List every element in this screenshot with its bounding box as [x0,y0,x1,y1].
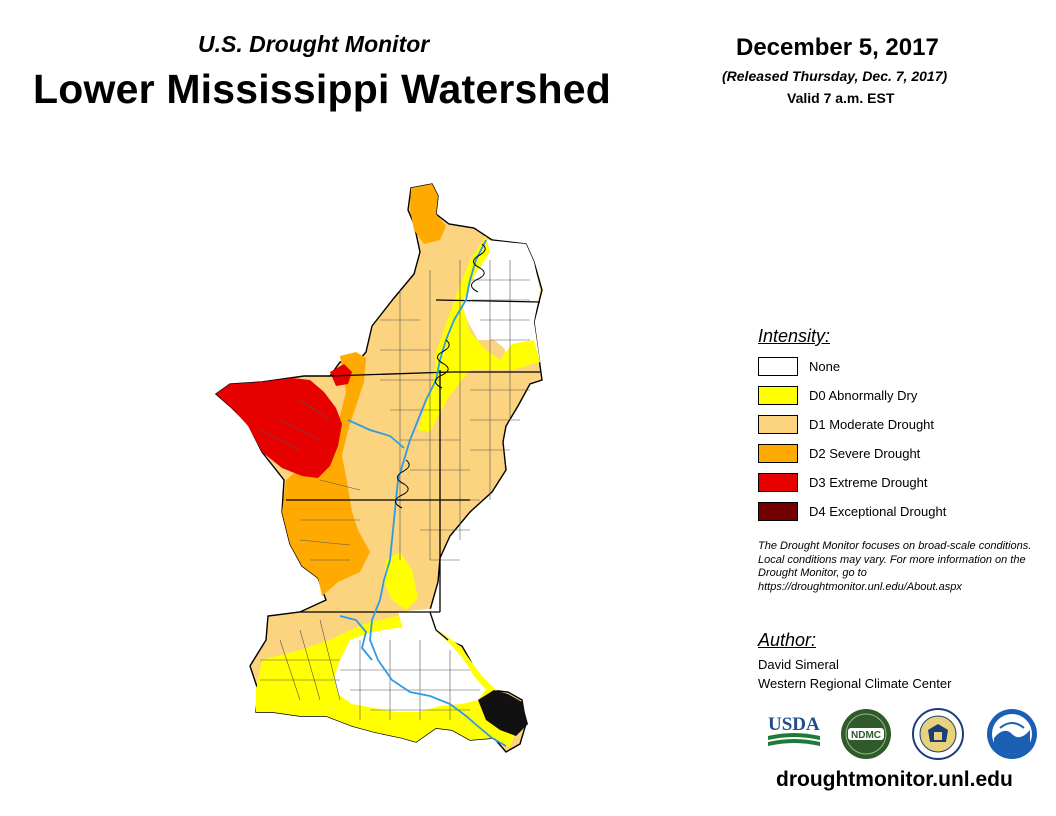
rivers [339,239,507,747]
none-south-east [398,608,444,634]
legend-label: D2 Severe Drought [809,445,921,461]
map-title: Lower Mississippi Watershed [33,66,612,112]
legend-label: D0 Abnormally Dry [809,387,918,403]
map-date: December 5, 2017 [736,34,939,61]
map-subtitle: U.S. Drought Monitor [198,31,430,57]
disclaimer-note: The Drought Monitor focuses on broad-sca… [758,540,1032,593]
legend-swatch [758,443,798,463]
usda-logo-text: USDA [768,714,820,735]
legend-label: None [809,358,841,374]
legend-item-d1: D1 Moderate Drought [758,413,934,435]
noaa-logo [987,709,1037,759]
coastal-marsh [478,690,528,736]
legend-item-d0: D0 Abnormally Dry [758,384,917,406]
release-date: (Released Thursday, Dec. 7, 2017) [722,68,948,84]
d2-strip-northwest [282,352,370,596]
legend-label: D1 Moderate Drought [809,416,935,432]
d0-middle-band [384,552,418,610]
valid-time: Valid 7 a.m. EST [787,90,895,106]
county-lines [259,260,530,720]
legend-item-d4: D4 Exceptional Drought [758,500,946,522]
legend-swatch [758,356,798,376]
d3-extreme-west [216,378,342,478]
ndmc-logo: NDMC [841,709,891,759]
usda-logo: USDA [768,714,820,746]
website-url: droughtmonitor.unl.edu [776,768,1013,791]
river-meanders [395,243,486,509]
legend-swatch [758,414,798,434]
author-organization: Western Regional Climate Center [758,676,952,691]
legend-swatch [758,472,798,492]
ndmc-logo-text: NDMC [851,730,881,741]
legend-title: Intensity: [758,326,831,346]
legend-label: D4 Exceptional Drought [809,503,947,519]
legend-swatch [758,501,798,521]
legend-item-none: None [758,355,840,377]
legend-item-d2: D2 Severe Drought [758,442,920,464]
legend-item-d3: D3 Extreme Drought [758,471,928,493]
commerce-seal-logo [912,708,964,760]
author-heading: Author: [758,630,817,650]
author-name: David Simeral [758,657,839,672]
none-area-north [460,240,540,368]
legend-swatch [758,385,798,405]
legend-label: D3 Extreme Drought [809,474,928,490]
d0-band-north [418,236,540,432]
state-borders [286,299,541,641]
d2-tip-north [410,184,446,244]
